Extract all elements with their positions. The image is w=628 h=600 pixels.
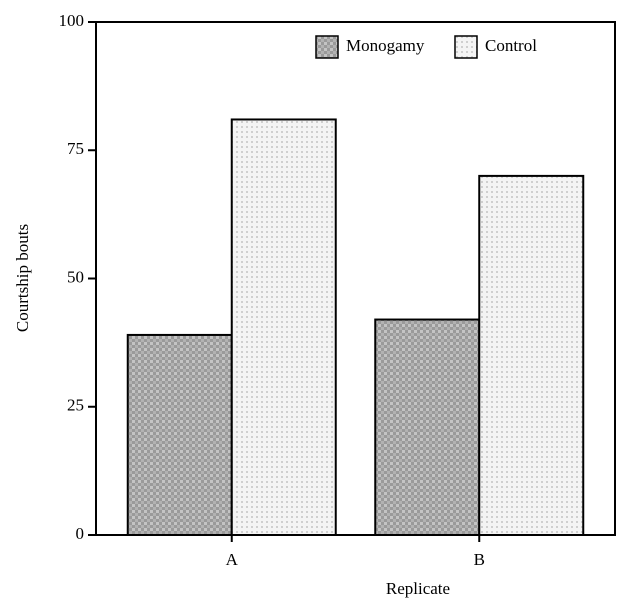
y-axis-label: Courtship bouts xyxy=(13,224,32,332)
y-tick-label: 25 xyxy=(67,396,84,415)
y-tick-label: 50 xyxy=(67,267,84,286)
plot-frame xyxy=(95,21,616,536)
legend-swatch xyxy=(315,35,339,59)
y-tick-label: 100 xyxy=(59,11,85,30)
bar xyxy=(126,333,233,536)
legend-label: Control xyxy=(485,36,537,55)
y-tick-label: 0 xyxy=(76,524,85,543)
x-tick-label: A xyxy=(226,550,239,569)
bar xyxy=(374,318,481,537)
legend-swatch xyxy=(454,35,478,59)
bar xyxy=(478,174,585,536)
legend-label: Monogamy xyxy=(346,36,425,55)
x-axis-label: Replicate xyxy=(386,579,450,598)
bar xyxy=(230,118,337,536)
y-tick-label: 75 xyxy=(67,139,84,158)
x-tick-label: B xyxy=(474,550,485,569)
